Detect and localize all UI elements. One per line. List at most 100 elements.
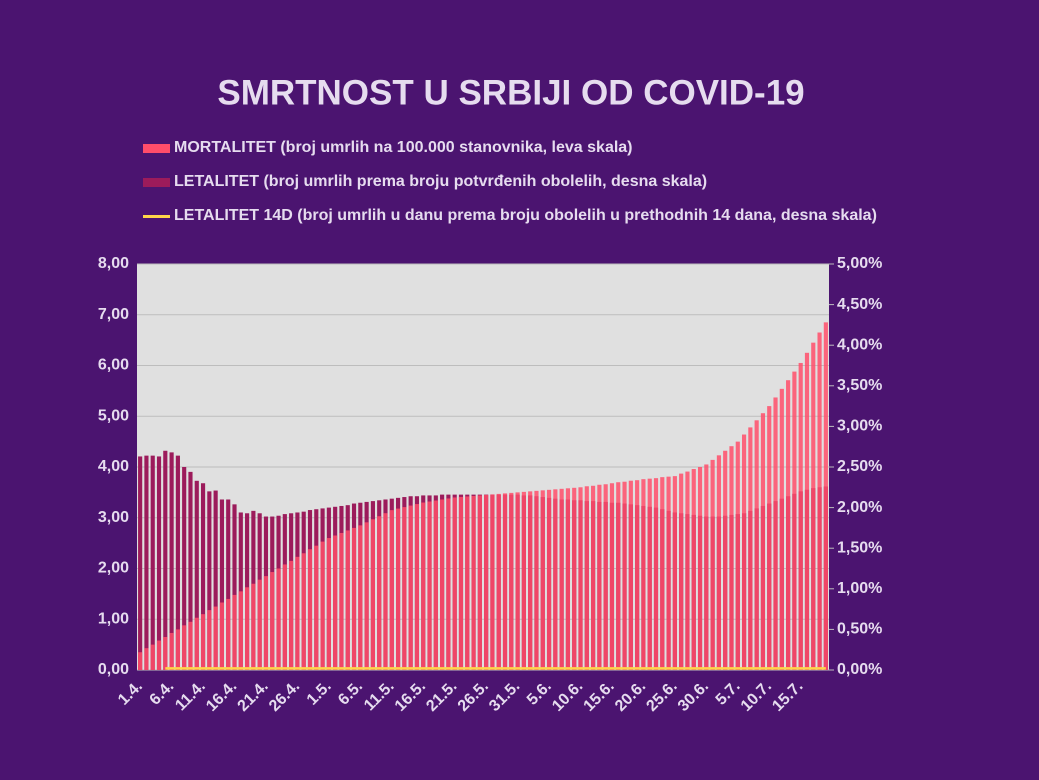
bar — [276, 568, 281, 670]
bar — [226, 598, 231, 670]
bar — [408, 505, 413, 670]
bar — [521, 491, 526, 670]
bar — [433, 500, 438, 670]
bar — [811, 342, 816, 670]
bar — [156, 640, 162, 670]
legend-item: MORTALITET (broj umrlih na 100.000 stano… — [143, 138, 903, 158]
bar — [672, 476, 677, 670]
bar — [779, 388, 784, 670]
bar — [641, 479, 646, 670]
bar — [163, 637, 168, 670]
bar — [735, 441, 740, 670]
bar — [232, 504, 237, 670]
bar — [628, 480, 633, 670]
bar — [484, 494, 489, 670]
bar — [710, 459, 715, 670]
bar — [603, 484, 608, 670]
bar — [584, 486, 589, 670]
bar — [509, 492, 514, 670]
bar — [138, 456, 143, 670]
bar — [679, 473, 684, 670]
bar — [647, 478, 652, 670]
bar — [156, 456, 162, 670]
bar — [245, 587, 250, 670]
legend-item: LETALITET (broj umrlih prema broju potvr… — [143, 172, 903, 192]
bar — [660, 477, 665, 670]
bar — [314, 545, 319, 670]
bar — [150, 644, 155, 670]
bar — [597, 484, 602, 670]
bar — [175, 629, 180, 670]
bar — [465, 496, 470, 670]
bar — [546, 489, 552, 670]
y-tick-label: 2,00 — [98, 560, 129, 577]
x-tick-label: 1.5. — [304, 678, 335, 709]
bar — [282, 564, 287, 670]
legend-swatch — [143, 178, 170, 187]
bar — [232, 594, 237, 670]
bar — [364, 522, 369, 670]
bar — [446, 498, 451, 670]
bar — [786, 380, 791, 670]
bar — [150, 455, 155, 670]
bar — [219, 602, 225, 670]
bar — [207, 610, 212, 670]
y-tick-label: 3,00 — [98, 509, 129, 526]
y2-tick-label: 4,50% — [837, 296, 882, 313]
bar — [389, 510, 394, 670]
bar — [477, 495, 482, 670]
y2-tick-label: 3,00% — [837, 418, 882, 435]
x-tick-label: 25.6. — [643, 678, 680, 715]
bar — [559, 488, 564, 670]
legend: MORTALITET (broj umrlih na 100.000 stano… — [143, 138, 903, 240]
bar — [421, 502, 426, 670]
bar — [270, 572, 275, 670]
bar — [502, 493, 508, 670]
bar — [591, 485, 596, 670]
bar — [200, 483, 206, 670]
bar — [188, 621, 193, 670]
bar — [320, 541, 325, 670]
x-tick-label: 21.5. — [423, 678, 460, 715]
x-tick-label: 31.5. — [486, 678, 523, 715]
bar — [339, 532, 344, 670]
bar — [144, 648, 149, 670]
bar — [414, 504, 420, 670]
y-tick-label: 8,00 — [98, 255, 129, 272]
x-tick-label: 10.6. — [549, 678, 586, 715]
y2-tick-label: 0,00% — [837, 661, 882, 678]
legend-item: LETALITET 14D (broj umrlih u danu prema … — [143, 206, 903, 226]
chart-title: SMRTNOST U SRBIJI OD COVID-19 — [217, 73, 804, 112]
bar — [163, 450, 168, 670]
bar — [295, 556, 300, 670]
bar — [169, 452, 174, 670]
bar — [578, 487, 583, 670]
bar — [616, 482, 621, 670]
legend-swatch — [143, 144, 170, 153]
y-tick-label: 4,00 — [98, 458, 129, 475]
x-tick-label: 30.6. — [675, 678, 712, 715]
bar — [351, 527, 357, 670]
bar — [182, 467, 187, 670]
legend-label: LETALITET (broj umrlih prema broju potvr… — [174, 173, 708, 190]
x-tick-label: 26.4. — [266, 678, 303, 715]
y-tick-label: 7,00 — [98, 306, 129, 323]
bar — [691, 469, 696, 670]
bar — [238, 591, 243, 670]
bar — [226, 499, 231, 670]
bar — [729, 446, 734, 670]
bar — [804, 352, 810, 670]
x-tick-label: 26.5. — [455, 678, 492, 715]
y2-tick-label: 3,50% — [837, 377, 882, 394]
bar — [219, 499, 225, 670]
bar — [263, 576, 269, 670]
bar — [383, 513, 388, 670]
bar — [200, 614, 206, 670]
x-tick-label: 20.6. — [612, 678, 649, 715]
bar — [653, 478, 659, 670]
bar — [716, 455, 721, 670]
bar — [194, 617, 199, 670]
bar — [565, 488, 571, 670]
bar — [515, 492, 520, 670]
bar — [452, 497, 457, 670]
